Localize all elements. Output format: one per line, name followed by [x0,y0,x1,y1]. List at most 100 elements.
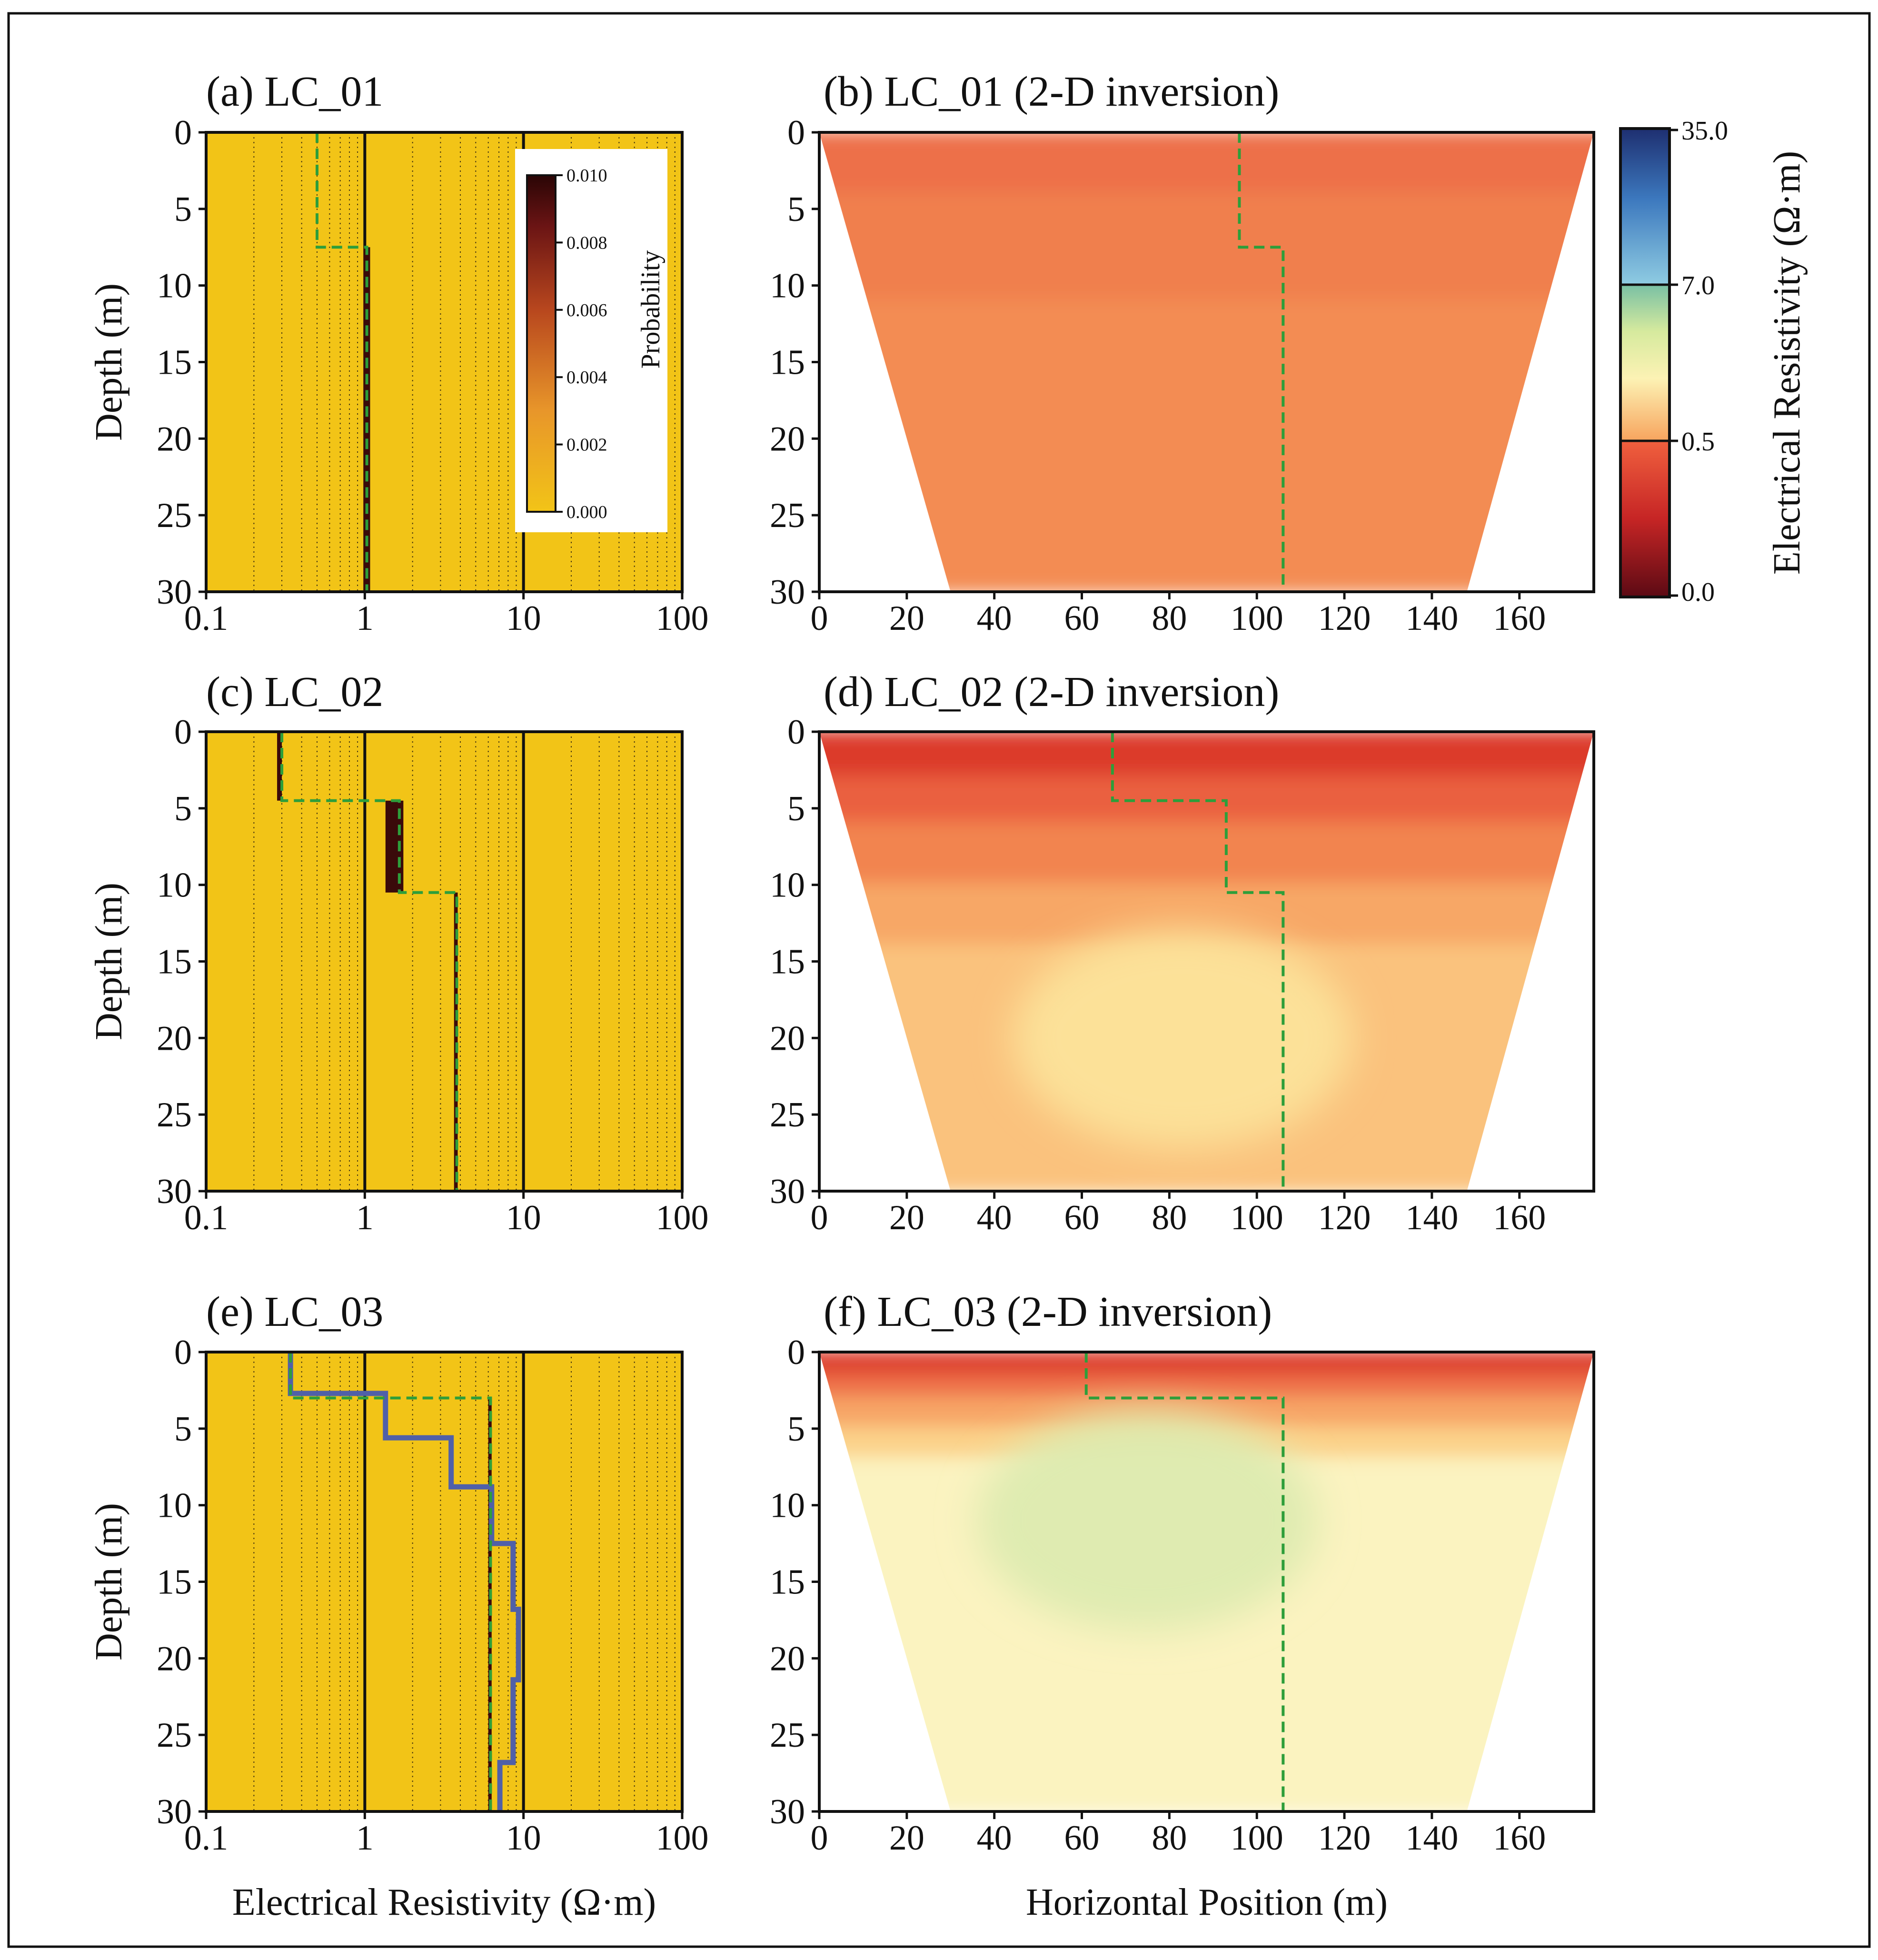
y-tick-label: 15 [770,1563,805,1602]
y-tick-label: 20 [770,419,805,458]
probability-tick-label: 0.010 [566,166,607,186]
y-tick-label: 20 [157,419,192,458]
probability-field [206,732,682,1191]
x-tick-label: 60 [1064,1198,1100,1237]
probability-tick-label: 0.004 [566,368,607,388]
x-tick-label: 100 [656,1198,709,1237]
x-tick-label: 0 [811,1819,828,1858]
x-tick-label: 1 [356,1819,374,1858]
y-tick-label: 15 [157,343,192,382]
y-tick-label: 5 [787,789,805,828]
inversion-section [819,132,1594,592]
x-tick-label: 10 [506,1819,541,1858]
x-tick-label: 80 [1152,1198,1187,1237]
y-axis-label: Depth (m) [88,283,130,441]
x-tick-label: 10 [506,599,541,638]
y-tick-label: 20 [157,1019,192,1058]
y-tick-label: 15 [157,943,192,982]
panel-c-probability-lc02: (c) LC_02 0 5 10 15 20 25 300.1 1 10 100 Depth (m) [88,668,709,1237]
x-tick-label: 160 [1493,599,1546,638]
resistivity-anomaly [977,1410,1318,1631]
y-tick-label: 20 [157,1639,192,1678]
y-tick-label: 0 [174,113,192,152]
reference-model [1111,732,1285,1191]
x-tick-label: 100 [656,599,709,638]
panel-c-title: (c) LC_02 [206,668,383,716]
x-tick-label: 100 [1231,1819,1283,1858]
posterior-peak [363,247,370,592]
x-tick-label: 100 [1231,599,1283,638]
x-tick-label: 80 [1152,1819,1187,1858]
reference-model [289,1352,492,1811]
y-tick-label: 15 [770,943,805,982]
x-tick-label: 80 [1152,599,1187,638]
inversion-section [819,1352,1594,1811]
colorbar-label-0: 0.0 [1681,577,1715,607]
inversion-section [819,732,1594,1191]
x-tick-label: 1 [356,1198,374,1237]
x-tick-label: 140 [1405,1198,1458,1237]
reference-model [280,732,458,1191]
y-tick-label: 15 [157,1563,192,1602]
x-tick-label: 0.1 [184,1819,229,1858]
panel-f-title: (f) LC_03 (2-D inversion) [824,1288,1272,1335]
y-tick-label: 15 [770,343,805,382]
y-tick-label: 0 [787,1333,805,1372]
probability-colorbar [526,174,556,513]
panel-e-probability-lc03: (e) LC_03 0 5 10 15 20 25 300.1 1 10 100 Depth (m) [88,1288,709,1858]
y-tick-label: 5 [174,1410,192,1449]
probability-label: Probability [636,250,666,369]
y-tick-label: 5 [174,789,192,828]
resistivity-layer [819,1352,1594,1377]
y-tick-label: 25 [157,1716,192,1755]
y-tick-label: 25 [157,496,192,535]
reference-model [1238,132,1285,592]
probability-colorbar-legend: 0.010 0.008 0.006 0.004 0.002 0.000 Probabili… [515,149,667,532]
y-tick-label: 20 [770,1019,805,1058]
x-tick-label: 0.1 [184,599,229,638]
panel-d-title: (d) LC_02 (2-D inversion) [824,668,1279,716]
resistivity-layer [819,191,1594,303]
outer-frame [7,12,1871,1948]
posterior-peak [277,732,282,801]
y-tick-label: 0 [174,1333,192,1372]
y-tick-label: 25 [770,1095,805,1134]
y-tick-label: 25 [770,496,805,535]
probability-tick-label: 0.002 [566,435,607,455]
probability-field [206,1352,682,1811]
y-tick-label: 25 [157,1095,192,1134]
x-tick-label: 0.1 [184,1198,229,1237]
x-axis-label-resistivity: Electrical Resistivity (Ω·m) [232,1881,656,1923]
x-tick-label: 1 [356,599,374,638]
resistivity-layer [819,298,1594,592]
y-tick-label: 10 [770,866,805,905]
x-tick-label: 40 [977,1198,1012,1237]
x-tick-label: 140 [1405,1819,1458,1858]
x-tick-label: 120 [1318,1198,1371,1237]
panel-b-title: (b) LC_01 (2-D inversion) [824,68,1279,115]
colorbar-label-35: 35.0 [1681,116,1728,146]
y-tick-label: 30 [157,573,192,612]
x-tick-label: 120 [1318,1819,1371,1858]
posterior-peak [488,1398,492,1811]
colorbar-frame [1619,127,1671,598]
resistivity-layer [819,822,1594,887]
x-tick-label: 60 [1064,599,1100,638]
y-tick-label: 0 [174,713,192,752]
y-tick-label: 30 [770,573,805,612]
x-tick-label: 100 [1231,1198,1283,1237]
panel-a-probability-lc01: (a) LC_01 0 5 10 15 20 25 300.1 1 10 100 Depth (m)… [88,68,709,638]
y-tick-label: 5 [787,190,805,229]
colorbar-low-segment [1620,441,1669,597]
x-tick-label: 20 [889,1198,924,1237]
y-tick-label: 20 [770,1639,805,1678]
y-tick-label: 0 [787,113,805,152]
colorbar-high-segment [1620,129,1669,285]
x-axis-label-position: Horizontal Position (m) [1026,1881,1388,1923]
x-tick-label: 40 [977,599,1012,638]
colorbar-mid-segment [1620,285,1669,441]
